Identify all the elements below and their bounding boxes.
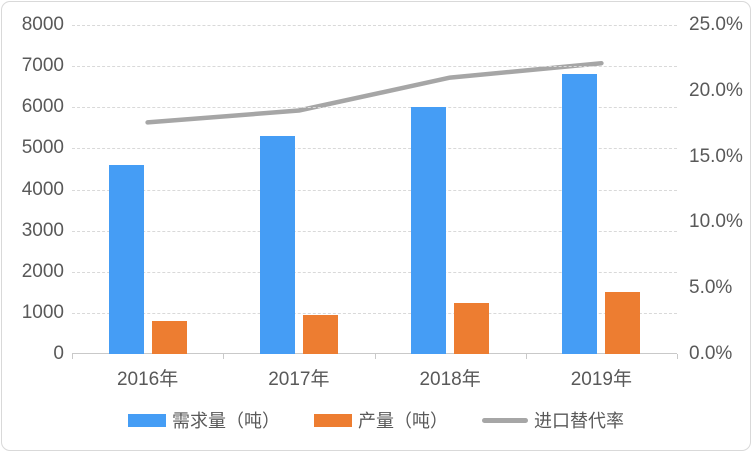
right-axis-label: 0.0%: [689, 343, 733, 364]
right-axis-label: 15.0%: [689, 145, 743, 167]
x-axis-category-label: 2016年: [116, 369, 179, 390]
legend: 需求量（吨） 产量（吨） 进口替代率: [2, 407, 750, 433]
x-axis-tick: [72, 354, 73, 359]
left-axis-label: 2000: [21, 260, 64, 282]
x-axis-category-label: 2017年: [268, 369, 330, 390]
x-axis-category-label: 2019年: [570, 369, 633, 390]
gridline: [72, 312, 677, 314]
legend-color-swatch: [128, 413, 166, 427]
legend-item: 需求量（吨）: [128, 407, 280, 433]
bar-需求量（吨）: [562, 74, 598, 354]
right-axis-label: 20.0%: [689, 79, 743, 101]
x-axis-tick: [223, 354, 225, 359]
import-substitution-rate-line: [145, 60, 604, 125]
bar-产量（吨）: [605, 292, 641, 354]
legend-label: 产量（吨）: [358, 411, 448, 431]
left-axis-label: 4000: [21, 178, 64, 200]
bar-产量（吨）: [302, 314, 338, 354]
legend-label: 需求量（吨）: [172, 411, 280, 431]
legend-item: 产量（吨）: [314, 407, 448, 433]
gridline: [72, 271, 677, 273]
left-axis-label: 3000: [21, 219, 64, 241]
legend-label: 进口替代率: [534, 411, 624, 431]
trend-line-svg: [145, 60, 604, 125]
left-axis-label: 1000: [21, 301, 64, 323]
gridline: [72, 230, 677, 232]
legend-color-swatch: [314, 413, 352, 427]
gridline: [72, 66, 677, 68]
x-axis-category-label: 2018年: [419, 369, 481, 390]
bar-需求量（吨）: [108, 164, 144, 354]
bar-需求量（吨）: [259, 136, 295, 354]
right-axis-label: 25.0%: [689, 14, 743, 35]
left-axis-label: 0: [53, 343, 64, 364]
left-axis-label: 6000: [21, 96, 64, 118]
x-axis-tick: [374, 354, 376, 359]
gridline: [72, 189, 677, 191]
right-axis-label: 5.0%: [689, 277, 733, 299]
right-axis-label: 10.0%: [689, 211, 743, 233]
plot-area: [72, 25, 678, 359]
legend-item: 进口替代率: [482, 407, 624, 433]
legend-line-swatch: [482, 417, 528, 423]
left-axis-label: 5000: [21, 137, 64, 159]
left-axis-label: 8000: [21, 14, 64, 35]
bar-产量（吨）: [151, 321, 187, 354]
bar-需求量（吨）: [411, 107, 447, 354]
x-axis-tick: [525, 354, 527, 359]
x-axis-tick: [677, 354, 678, 359]
gridline: [72, 148, 677, 150]
bar-产量（吨）: [454, 302, 490, 354]
x-axis-line: [72, 353, 677, 354]
gridline: [72, 25, 677, 26]
left-axis-label: 7000: [21, 55, 64, 77]
gridline: [72, 107, 677, 109]
